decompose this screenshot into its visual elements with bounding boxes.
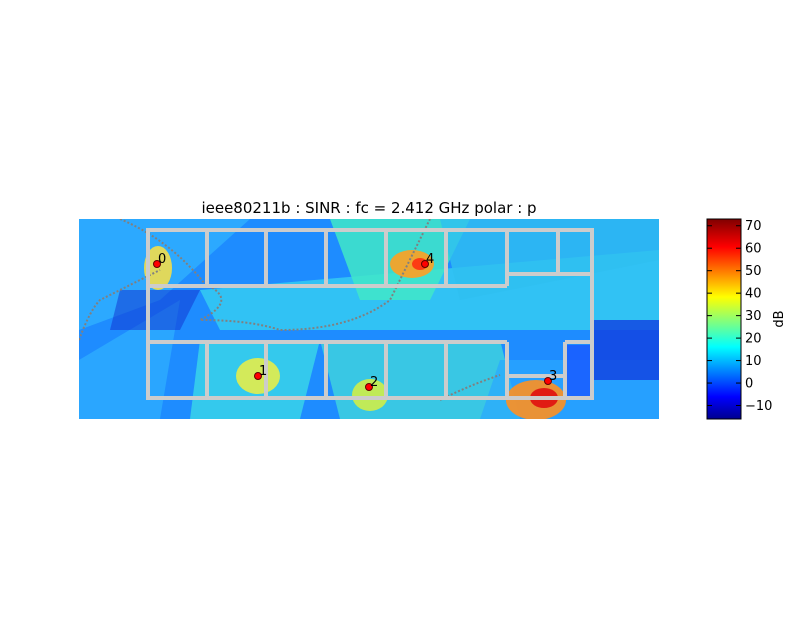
- access-point-marker-2: [365, 383, 373, 391]
- access-point-label-1: 1: [259, 364, 267, 379]
- access-point-marker-1: [254, 372, 262, 380]
- access-point-marker-0: [153, 260, 161, 268]
- floor-plan-walls: [146, 228, 594, 400]
- colorbar: −10 0 10 20 30 40 50 60 70 dB: [706, 218, 787, 420]
- access-point-marker-4: [421, 260, 429, 268]
- colorbar-tick-label: 70: [745, 219, 762, 234]
- access-point-label-2: 2: [370, 375, 378, 390]
- colorbar-tick-label: 10: [745, 354, 762, 369]
- colorbar-tick-label: 30: [745, 309, 762, 324]
- colorbar-tick-label: 60: [745, 242, 762, 257]
- access-point-label-0: 0: [158, 252, 166, 267]
- access-points: 0 1 2 3 4: [153, 252, 557, 391]
- access-point-marker-3: [544, 377, 552, 385]
- access-point-label-3: 3: [549, 369, 557, 384]
- colorbar-tick-label: 40: [745, 287, 762, 302]
- chart-title: ieee80211b : SINR : fc = 2.412 GHz polar…: [201, 199, 536, 217]
- colorbar-tick-label: 0: [745, 377, 753, 392]
- colorbar-gradient: [706, 218, 742, 420]
- colorbar-tick-label: 50: [745, 264, 762, 279]
- colorbar-ticks: −10 0 10 20 30 40 50 60 70: [707, 219, 772, 414]
- colorbar-tick-label: −10: [745, 399, 772, 414]
- colorbar-label: dB: [772, 310, 787, 327]
- colorbar-tick-label: 20: [745, 332, 762, 347]
- access-point-label-4: 4: [426, 252, 434, 267]
